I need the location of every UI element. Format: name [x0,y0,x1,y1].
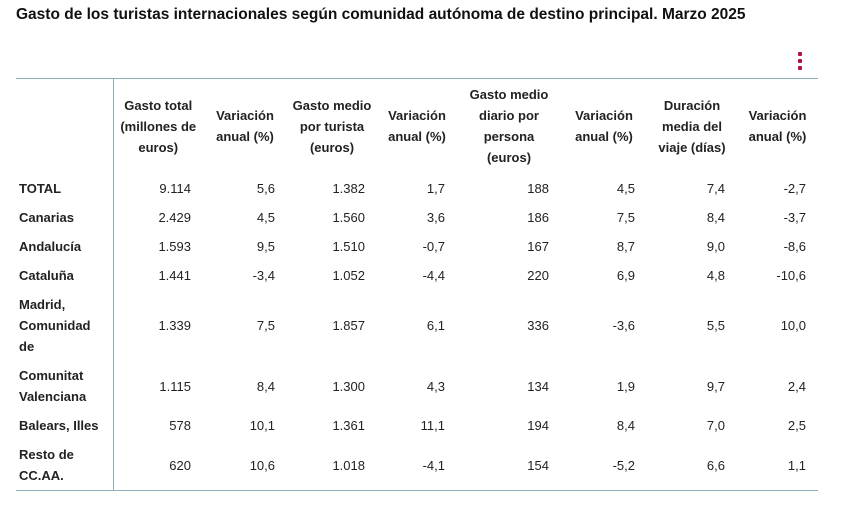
table-row: Madrid, Comunidad de 1.339 7,5 1.857 6,1 336 -… [16,290,818,361]
table-cell: 1.361 [332,418,365,433]
column-header: Variación anual (%) [575,108,633,144]
table-cell: -4,4 [422,268,445,283]
table-cell: 154 [527,457,549,473]
table-cell: 1.593 [158,239,191,254]
row-label: Resto de CC.AA. [16,440,114,491]
table-row: Andalucía 1.593 9,5 1.510 -0,7 167 8,7 9,0 -8,6 [16,232,818,261]
table-cell: 4,5 [256,210,275,225]
table-cell: 1.018 [332,457,365,473]
menu-dot [798,52,802,56]
table-cell: 2.429 [158,210,191,225]
row-label: Madrid, Comunidad de [16,290,114,361]
table-cell: 186 [527,210,549,225]
more-options-icon[interactable] [795,52,805,70]
table-cell: 7,5 [616,210,635,225]
table-cell: -5,2 [612,457,635,473]
table-cell: -10,6 [776,268,806,283]
table-cell: 2,4 [787,378,806,394]
table-cell: 194 [527,418,549,433]
table-cell: 1.441 [158,268,191,283]
table-cell: 1.857 [332,318,365,333]
table-cell: 6,6 [706,457,725,473]
table-row: Resto de CC.AA. 620 10,6 1.018 -4,1 154 -5,2 6,… [16,440,818,491]
table-row: Cataluña 1.441 -3,4 1.052 -4,4 220 6,9 4,8 -10,6 [16,261,818,290]
table-cell: 167 [527,239,549,254]
table-cell: 8,7 [616,239,635,254]
table-cell: 10,0 [780,318,806,333]
table-cell: 3,6 [426,210,445,225]
table-cell: 1,7 [426,181,445,196]
table-cell: 5,6 [256,181,275,196]
row-label: Balears, Illes [16,411,114,440]
table-row: TOTAL 9.114 5,6 1.382 1,7 188 4,5 7,4 -2,7 [16,174,818,203]
table-cell: 2,5 [787,418,806,433]
table-cell: 6,9 [616,268,635,283]
table-cell: 7,0 [706,418,725,433]
table-cell: 336 [527,318,549,333]
table-cell: 8,4 [706,210,725,225]
column-header: Gasto total (millones de euros) [120,97,197,155]
column-header: Gasto medio por turista (euros) [292,97,372,155]
table-cell: 578 [169,418,191,433]
table-cell: 9.114 [159,181,191,196]
column-header: Duración media del viaje (días) [658,97,726,155]
table-cell: 1,1 [787,457,806,473]
row-label: Comunitat Valenciana [16,361,114,411]
table-cell: 4,8 [706,268,725,283]
table-cell: 1.382 [332,181,365,196]
table-cell: -8,6 [783,239,806,254]
table-cell: -3,7 [783,210,806,225]
table-cell: 10,6 [249,457,275,473]
row-label: Canarias [16,203,114,232]
table-cell: -3,4 [252,268,275,283]
table-cell: 220 [527,268,549,283]
table-cell: 6,1 [426,318,445,333]
table-cell: 9,7 [706,378,725,394]
table-cell: 9,0 [706,239,725,254]
table-cell: 188 [527,181,549,196]
column-header: Gasto medio diario por persona (euros) [469,87,549,165]
column-header: Variación anual (%) [748,108,807,144]
table-cell: 134 [527,378,549,394]
table-cell: 4,3 [426,378,445,394]
table-cell: 7,4 [706,181,725,196]
table-row: Balears, Illes 578 10,1 1.361 11,1 194 8,4 7,0 2… [16,411,818,440]
table-cell: -0,7 [422,239,445,254]
menu-dot [798,59,802,63]
table-cell: 8,4 [256,378,275,394]
table-cell: 1.560 [332,210,365,225]
row-label: Cataluña [16,261,114,290]
row-label: Andalucía [16,232,114,261]
table-cell: -2,7 [783,181,806,196]
table-cell: 4,5 [616,181,635,196]
table-cell: -4,1 [422,457,445,473]
table-cell: 1.115 [159,378,191,394]
table-cell: 5,5 [706,318,725,333]
table-header-row: Gasto total (millones de euros) Variació… [16,78,818,174]
table-cell: 7,5 [256,318,275,333]
table-row: Canarias 2.429 4,5 1.560 3,6 186 7,5 8,4 -3,7 [16,203,818,232]
table-cell: 9,5 [256,239,275,254]
table-row: Comunitat Valenciana 1.115 8,4 1.300 4,3 134 1… [16,361,818,411]
column-header: Variación anual (%) [388,108,446,144]
table-cell: 11,1 [420,418,445,433]
table-cell: -3,6 [612,318,635,333]
column-header: Variación anual (%) [216,108,274,144]
page-title: Gasto de los turistas internacionales se… [16,6,746,23]
table-cell: 1.052 [332,268,365,283]
table-cell: 1.339 [158,318,191,333]
table-cell: 1.510 [332,239,365,254]
row-label: TOTAL [16,174,114,203]
table-cell: 8,4 [616,418,635,433]
table-cell: 1.300 [332,378,365,394]
menu-dot [798,66,802,70]
data-table: Gasto total (millones de euros) Variació… [16,78,818,491]
column-header [16,78,114,174]
table-cell: 10,1 [249,418,275,433]
table-cell: 1,9 [616,378,635,394]
table-cell: 620 [169,457,191,473]
